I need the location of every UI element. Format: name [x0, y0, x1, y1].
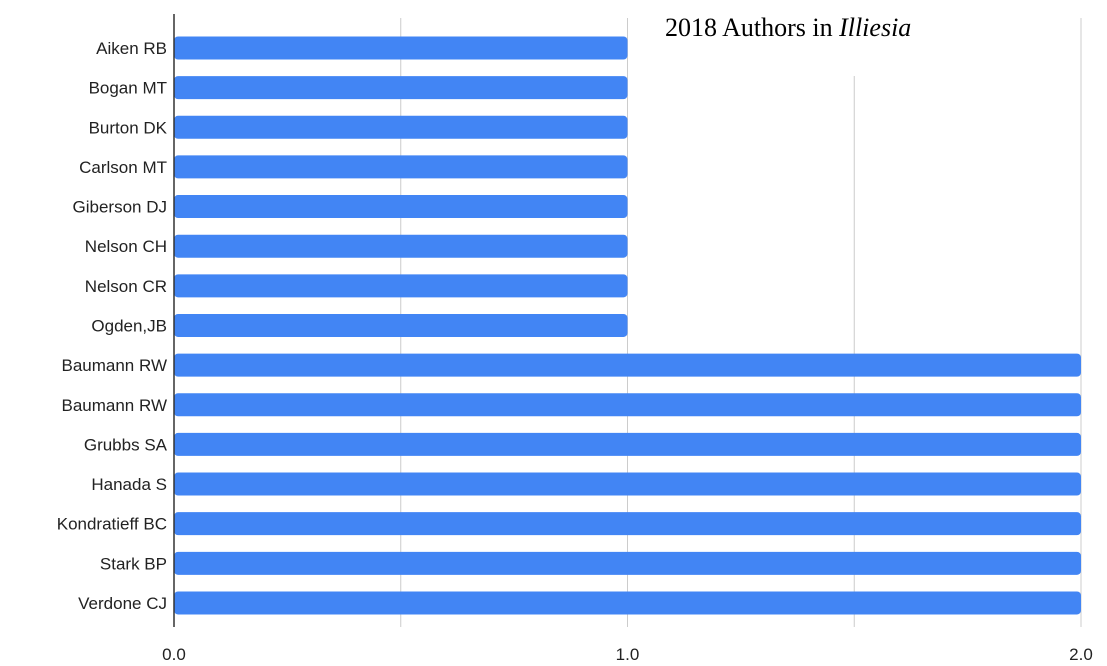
bar — [174, 155, 628, 179]
bar — [174, 313, 628, 337]
x-tick-labels: 0.0 1.0 2.0 — [162, 645, 1093, 664]
bar — [174, 234, 628, 258]
bar — [174, 274, 628, 298]
bar — [174, 76, 628, 100]
chart-title-prefix: 2018 Authors in — [665, 13, 839, 42]
category-label: Hanada S — [91, 475, 167, 494]
category-label: Baumann RW — [61, 396, 167, 415]
bar — [174, 512, 1081, 536]
bar — [174, 472, 1081, 496]
bar — [174, 432, 1081, 456]
category-label: Stark BP — [100, 554, 167, 573]
category-label: Giberson DJ — [73, 198, 167, 217]
category-label: Grubbs SA — [84, 435, 168, 454]
chart-title: 2018 Authors in Illiesia — [665, 13, 911, 42]
category-label: Carlson MT — [79, 158, 167, 177]
bar — [174, 353, 1081, 377]
category-label: Ogden,JB — [91, 316, 167, 335]
bar — [174, 393, 1081, 417]
x-tick-label: 1.0 — [616, 645, 640, 664]
category-label: Aiken RB — [96, 39, 167, 58]
x-tick-label: 0.0 — [162, 645, 186, 664]
category-label: Bogan MT — [89, 79, 167, 98]
category-label: Baumann RW — [61, 356, 167, 375]
bar — [174, 195, 628, 219]
bar — [174, 551, 1081, 575]
category-label: Burton DK — [89, 118, 168, 137]
category-labels: Aiken RB Bogan MT Burton DK Carlson MT Giber… — [57, 39, 168, 613]
chart-title-italic: Illiesia — [838, 13, 911, 42]
category-label: Verdone CJ — [78, 594, 167, 613]
bar — [174, 591, 1081, 615]
x-tick-label: 2.0 — [1069, 645, 1093, 664]
category-label: Nelson CH — [85, 237, 167, 256]
category-label: Kondratieff BC — [57, 515, 167, 534]
bars — [174, 36, 1081, 615]
bar — [174, 115, 628, 139]
bar — [174, 36, 628, 60]
category-label: Nelson CR — [85, 277, 167, 296]
